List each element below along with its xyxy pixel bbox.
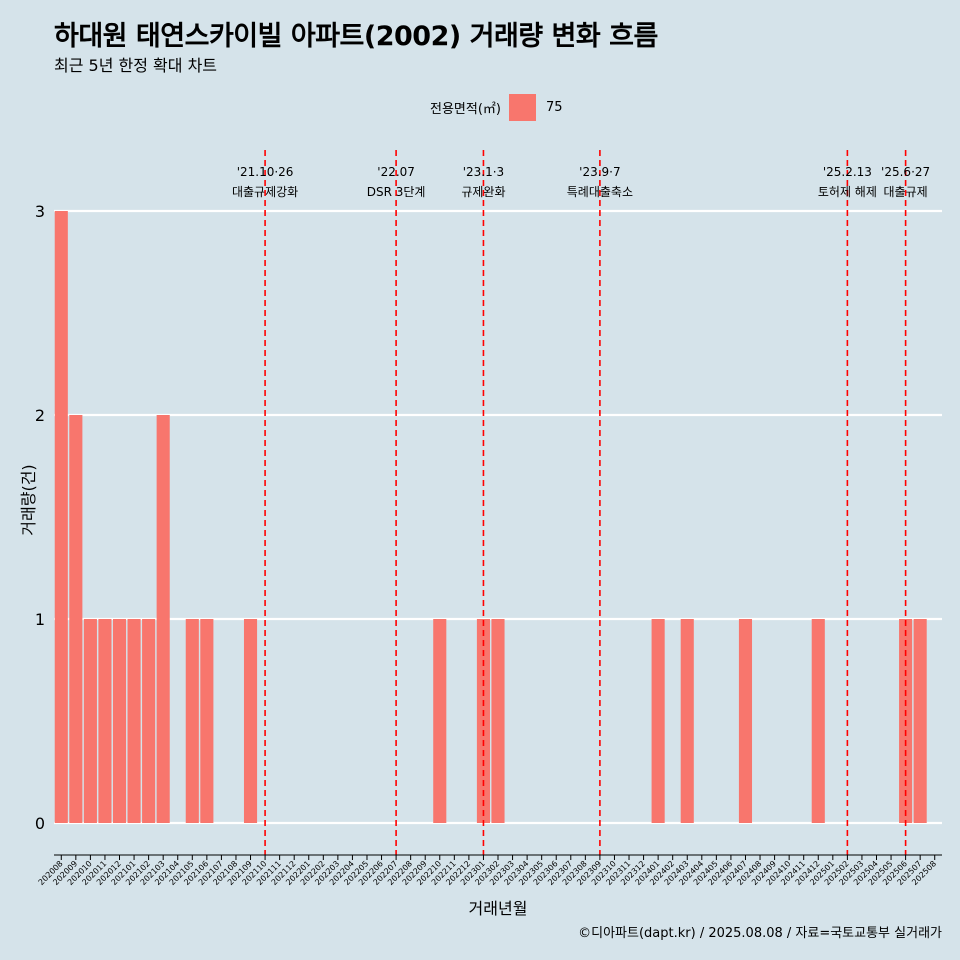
event-date: '22.07	[377, 165, 415, 179]
legend-label: 75	[545, 100, 563, 115]
y-tick-label: 2	[35, 406, 45, 425]
bar	[433, 619, 447, 823]
x-axis-title: 거래년월	[469, 899, 528, 918]
bar	[491, 619, 505, 823]
y-tick-label: 3	[35, 202, 45, 221]
bar	[112, 619, 127, 823]
legend: 전용면적(㎡) 75	[430, 94, 563, 121]
bar	[651, 619, 665, 823]
bar	[243, 619, 258, 823]
bar	[69, 415, 83, 823]
event-label: 대출규제강화	[232, 185, 298, 199]
legend-swatch	[508, 94, 536, 121]
chart-subtitle: 최근 5년 한정 확대 차트	[54, 56, 218, 75]
bar	[127, 619, 141, 823]
bar	[811, 619, 825, 823]
y-tick-label: 0	[35, 814, 45, 833]
bar	[142, 619, 156, 823]
bar	[200, 619, 214, 823]
y-tick-label: 1	[35, 610, 45, 629]
y-axis-title: 거래량(건)	[19, 464, 38, 535]
event-date: '25.2.13	[823, 165, 872, 179]
source-caption: ©디아파트(dapt.kr) / 2025.08.08 / 자료=국토교통부 실…	[578, 926, 942, 941]
event-label: 토허제 해제	[818, 185, 877, 199]
legend-title: 전용면적(㎡)	[430, 102, 501, 117]
chart-title: 하대원 태연스카이빌 아파트(2002) 거래량 변화 흐름	[54, 21, 658, 52]
event-date: '25.6·27	[881, 165, 930, 179]
event-date: '23.1·3	[463, 165, 504, 179]
bar	[156, 415, 170, 823]
event-label: 규제완화	[461, 185, 505, 199]
bar	[185, 619, 199, 823]
bar	[54, 211, 68, 823]
bar	[680, 619, 694, 823]
bar	[83, 619, 97, 823]
bar	[738, 619, 753, 823]
event-date: '23.9·7	[579, 165, 620, 179]
event-label: DSR 3단계	[367, 185, 426, 199]
bar	[913, 619, 927, 823]
event-label: 대출규제	[884, 185, 928, 199]
bar	[98, 619, 112, 823]
event-label: 특례대출축소	[567, 185, 633, 199]
event-date: '21.10·26	[237, 165, 294, 179]
